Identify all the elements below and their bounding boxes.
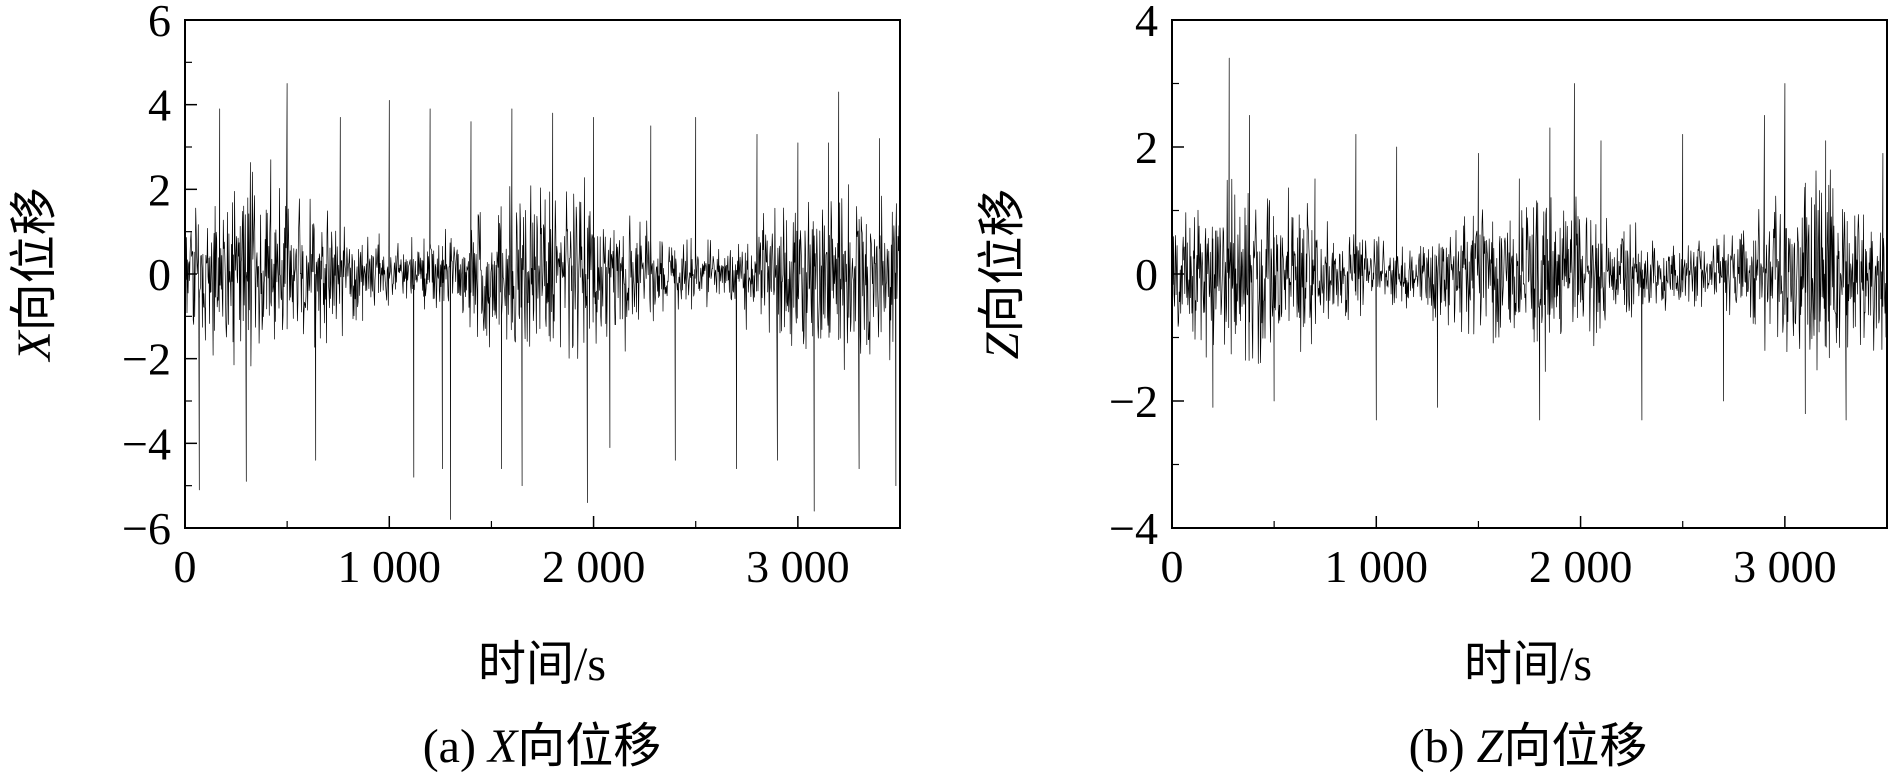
panel-a-series-line — [184, 83, 901, 520]
panel-a-y-tick-label: 4 — [148, 80, 171, 131]
panel-b-tick-labels: 0 1 000 2 000 3 000 −4 −2 0 2 4 — [1109, 0, 1837, 592]
panel-b-y-tick-label: 4 — [1135, 0, 1158, 46]
panel-a-caption-suffix: 向位移 — [517, 720, 661, 773]
panel-b-y-axis-suffix: 向位移 — [976, 189, 1029, 333]
panel-a-y-axis-var: X — [8, 330, 61, 363]
panel-b-series-line — [1171, 57, 1888, 421]
panel-a-y-tick-label: 0 — [148, 249, 171, 300]
panel-b-y-axis-title: Z向位移 — [976, 189, 1029, 360]
panel-a-x-tick-label: 0 — [174, 541, 197, 592]
panel-b-y-tick-label: 2 — [1135, 122, 1158, 173]
panel-a-y-tick-label: 6 — [148, 0, 171, 46]
panel-a-x-tick-label: 1 000 — [338, 541, 442, 592]
panel-b-x-tick-label: 0 — [1161, 541, 1184, 592]
panel-b-y-tick-label: 0 — [1135, 249, 1158, 300]
panel-a-caption-prefix: (a) — [423, 720, 488, 773]
panel-b-x-tick-label: 2 000 — [1529, 541, 1633, 592]
panel-a-series-layer — [184, 83, 901, 520]
panel-b-y-tick-label: −2 — [1109, 376, 1158, 427]
panel-b-caption-var: Z — [1477, 720, 1505, 773]
panel-b-series-layer — [1171, 57, 1888, 421]
panel-a-plot-frame — [184, 19, 901, 529]
panel-a-x-axis-title: 时间/s — [478, 638, 606, 691]
panel-a-tick-labels: 0 1 000 2 000 3 000 −6 −4 −2 0 2 4 6 — [122, 0, 850, 592]
panel-a-x-tick-label: 3 000 — [746, 541, 850, 592]
panel-b-caption: (b) Z向位移 — [1409, 720, 1648, 773]
panel-a-y-tick-label: 2 — [148, 164, 171, 215]
panel-a-y-tick-label: −4 — [122, 418, 171, 469]
panel-b-x-tick-label: 3 000 — [1733, 541, 1837, 592]
panel-b-y-axis-var: Z — [976, 331, 1029, 359]
panel-a-y-tick-label: −6 — [122, 503, 171, 554]
panel-a-caption: (a) X向位移 — [423, 720, 662, 773]
panel-a-y-axis-suffix: 向位移 — [8, 187, 61, 331]
panel-b-x-axis-title: 时间/s — [1464, 638, 1592, 691]
panel-b-y-tick-label: −4 — [1109, 503, 1158, 554]
panel-a-caption-var: X — [486, 720, 519, 773]
panel-b-caption-suffix: 向位移 — [1503, 720, 1647, 773]
panel-a-x-tick-label: 2 000 — [542, 541, 646, 592]
panel-b-x-tick-label: 1 000 — [1325, 541, 1429, 592]
panel-b-plot-frame — [1171, 19, 1888, 529]
panel-a-y-tick-label: −2 — [122, 334, 171, 385]
panel-a-y-axis-title: X向位移 — [8, 187, 61, 362]
panel-b-caption-prefix: (b) — [1409, 720, 1477, 773]
